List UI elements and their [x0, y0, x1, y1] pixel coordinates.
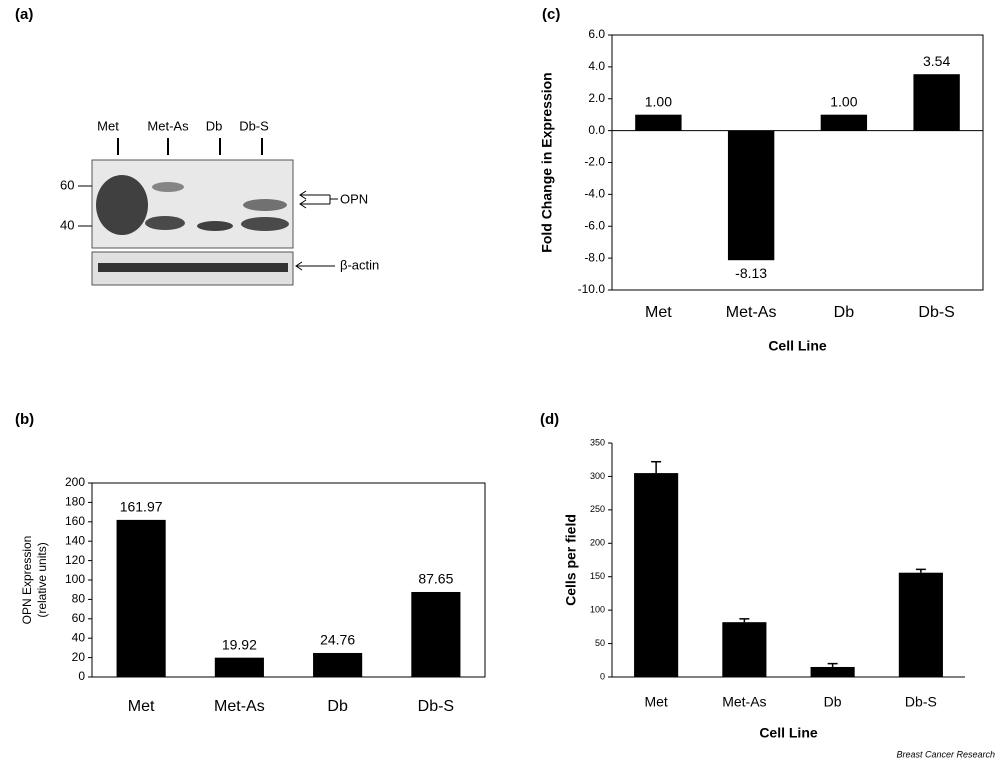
y-axis-label: (relative units) — [35, 542, 49, 617]
lane-label: Db-S — [239, 118, 269, 133]
x-tick-label: Met-As — [214, 698, 265, 715]
bar — [727, 130, 775, 261]
y-tick-label: 100 — [65, 572, 85, 586]
y-axis-label: Fold Change in Expression — [539, 72, 555, 252]
y-tick-label: 40 — [72, 630, 86, 644]
lane-ticks — [117, 138, 263, 155]
panel-label: (b) — [15, 411, 34, 428]
bar — [411, 591, 461, 677]
y-tick-label: 20 — [72, 650, 86, 664]
band-label: β-actin — [340, 257, 379, 272]
x-axis-label: Cell Line — [768, 338, 827, 354]
lane-label: Db — [206, 118, 223, 133]
y-tick-label: 2.0 — [588, 91, 605, 105]
bar — [634, 473, 679, 677]
lane-label: Met — [97, 118, 119, 133]
band-label: OPN — [340, 191, 368, 206]
panel-label: (c) — [542, 6, 560, 23]
bar — [313, 652, 363, 677]
marker-label: 60 — [60, 177, 74, 192]
y-tick-label: 50 — [595, 638, 605, 648]
bar — [635, 114, 682, 131]
y-tick-label: 6.0 — [588, 27, 605, 41]
plot-frame — [611, 34, 984, 291]
y-tick-label: 60 — [72, 611, 86, 625]
y-tick-label: -2.0 — [584, 155, 605, 169]
y-axis-label: Cells per field — [563, 514, 579, 606]
x-tick-label: Db-S — [418, 698, 454, 715]
y-tick-label: 80 — [72, 592, 86, 606]
y-tick-label: 350 — [590, 437, 605, 447]
panel-label: (a) — [15, 6, 33, 23]
y-tick-label: 0.0 — [588, 123, 605, 137]
value-label: 161.97 — [120, 499, 163, 515]
x-axis-label: Cell Line — [759, 725, 818, 741]
y-axis-label: OPN Expression — [20, 536, 34, 625]
value-label: 1.00 — [645, 93, 672, 109]
y-tick-label: -6.0 — [584, 218, 605, 232]
x-tick-label: Db — [327, 698, 348, 715]
y-tick-label: 4.0 — [588, 59, 605, 73]
bar — [722, 622, 767, 677]
value-label: 87.65 — [418, 571, 453, 587]
x-tick-label: Db — [834, 304, 855, 321]
y-tick-label: 0 — [78, 669, 85, 683]
opn-arrows — [295, 190, 338, 271]
y-tick-label: 300 — [590, 471, 605, 481]
value-label: -8.13 — [735, 265, 767, 281]
lane-label: Met-As — [147, 118, 189, 133]
y-tick-label: 120 — [65, 553, 85, 567]
y-tick-label: 0 — [600, 671, 605, 681]
x-tick-label: Db-S — [905, 694, 937, 710]
bar — [898, 572, 943, 677]
x-tick-label: Met — [128, 698, 155, 715]
value-label: 3.54 — [923, 53, 950, 69]
opn-bands — [96, 175, 289, 235]
y-tick-label: -4.0 — [584, 187, 605, 201]
y-tick-label: 200 — [590, 538, 605, 548]
x-tick-label: Db-S — [918, 304, 954, 321]
y-tick-label: -10.0 — [578, 282, 606, 296]
credit: Breast Cancer Research — [896, 749, 995, 759]
x-tick-label: Met-As — [722, 694, 766, 710]
blot-panel: (a) Met Met-As Db Db-S 60 40 OPN — [15, 6, 379, 286]
x-tick-label: Met-As — [726, 304, 777, 321]
y-tick-label: 180 — [65, 495, 85, 509]
y-tick-label: 160 — [65, 514, 85, 528]
bar — [214, 657, 264, 677]
y-tick-label: -8.0 — [584, 250, 605, 264]
y-tick-label: 100 — [590, 605, 605, 615]
value-label: 1.00 — [830, 93, 857, 109]
y-tick-label: 140 — [65, 533, 85, 547]
y-tick-label: 200 — [65, 475, 85, 489]
value-label: 24.76 — [320, 632, 355, 648]
actin-band — [98, 263, 288, 272]
bar — [913, 74, 960, 131]
x-tick-label: Met — [645, 304, 672, 321]
y-tick-label: 250 — [590, 504, 605, 514]
bar — [820, 114, 868, 131]
x-tick-label: Db — [824, 694, 842, 710]
panel-label: (d) — [540, 411, 559, 428]
y-tick-label: 150 — [590, 571, 605, 581]
bar — [810, 666, 855, 677]
marker-label: 40 — [60, 217, 74, 232]
x-tick-label: Met — [644, 694, 667, 710]
bar — [116, 519, 166, 677]
value-label: 19.92 — [222, 636, 257, 652]
